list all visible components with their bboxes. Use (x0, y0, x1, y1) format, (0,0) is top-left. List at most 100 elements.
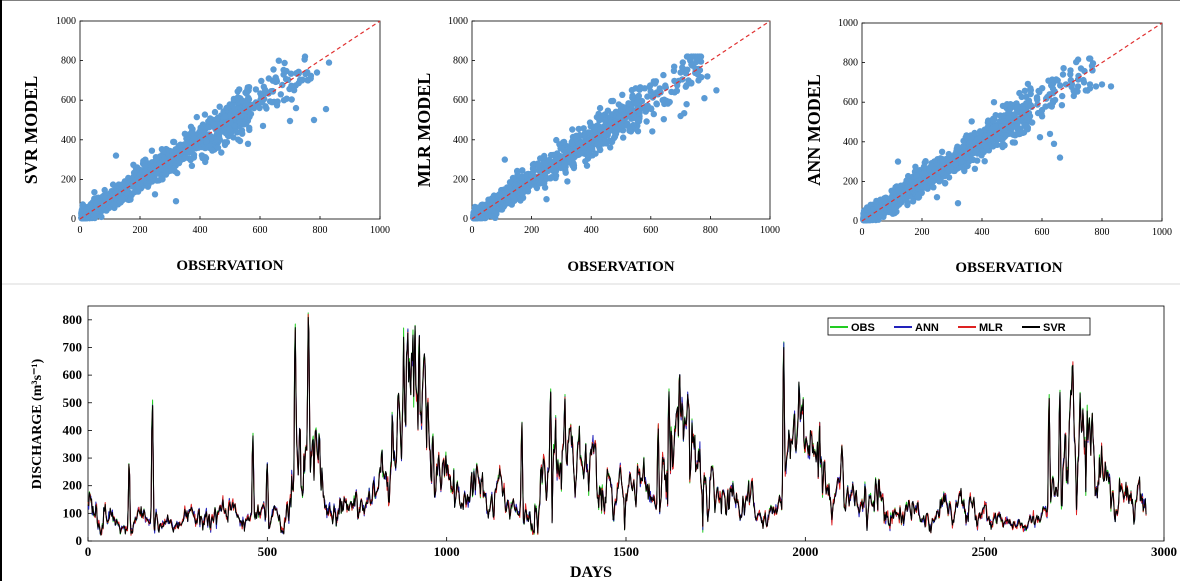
scatter-point (285, 76, 292, 84)
scatter-point (912, 163, 919, 170)
scatter-point (187, 123, 195, 130)
scatter-point (250, 104, 258, 112)
scatter-point (620, 134, 627, 141)
y-axis-label: MLR MODEL (414, 73, 434, 188)
scatter-point (1086, 81, 1094, 88)
scatter-point (646, 83, 653, 91)
scatter-point (562, 152, 569, 159)
scatter-point (252, 86, 260, 93)
scatter-point (238, 127, 246, 134)
scatter-point (933, 194, 941, 201)
timeseries-panel: 0 500 1000 1500 2000 2500 3000 0 100 200 300 400 500… (30, 305, 1177, 581)
scatter-point (202, 154, 209, 161)
x-tick-label: 800 (1095, 227, 1110, 238)
y-tick-label: 1000 (838, 18, 858, 29)
scatter-point (209, 147, 216, 154)
scatter-point (880, 204, 888, 211)
scatter-point (648, 105, 655, 113)
scatter-point (127, 196, 134, 203)
scatter-point (301, 53, 309, 60)
scatter-point (971, 129, 978, 137)
y-tick-label: 200 (843, 176, 858, 187)
scatter-point (120, 181, 128, 188)
scatter-point (993, 141, 1001, 148)
scatter-panel-2: 0 200 400 600 800 1000 0 200 400 600 800 1000 OBSERV… (414, 16, 780, 275)
scatter-point (974, 157, 981, 164)
scatter-point (281, 59, 288, 67)
scatter-point (985, 135, 993, 142)
scatter-point (704, 73, 711, 80)
scatter-point (246, 124, 253, 131)
scatter-point (91, 207, 98, 215)
scatter-point (313, 69, 321, 76)
x-tick-label: 1000 (370, 225, 390, 236)
scatter-point (546, 156, 553, 164)
scatter-point (514, 171, 521, 178)
scatter-point (526, 177, 533, 184)
scatter-point (152, 154, 160, 161)
y-tick-label: 800 (843, 58, 858, 69)
scatter-point (619, 91, 626, 99)
scatter-point (974, 136, 981, 144)
scatter-point (504, 196, 511, 203)
scatter-point (560, 139, 567, 146)
scatter-point (659, 97, 666, 104)
scatter-point (649, 94, 656, 101)
scatter-point (188, 162, 196, 169)
scatter-point (275, 57, 282, 64)
reference-line (79, 20, 381, 220)
scatter-point (101, 186, 108, 194)
scatter-point (259, 122, 267, 130)
x-tick-label: 1000 (760, 225, 780, 236)
scatter-point (644, 93, 651, 100)
scatter-point (939, 155, 946, 163)
scatter-point (1021, 122, 1028, 129)
scatter-point (166, 147, 174, 155)
scatter-point (660, 71, 667, 79)
y-tick-label: 300 (63, 450, 83, 465)
scatter-point (909, 198, 917, 205)
scatter-point (993, 134, 1000, 141)
scatter-point (634, 128, 642, 135)
scatter-point (1049, 76, 1056, 83)
scatter-point (578, 139, 585, 146)
scatter-point (208, 135, 215, 142)
scatter-point (489, 196, 496, 203)
scatter-point (221, 139, 228, 146)
scatter-point (288, 96, 295, 103)
scatter-point (894, 158, 902, 165)
scatter-point (258, 77, 265, 85)
scatter-point (214, 144, 222, 151)
scatter-point (159, 176, 166, 183)
scatter-point (221, 113, 229, 120)
scatter-point (697, 58, 705, 65)
scatter-point (325, 59, 333, 66)
scatter-point (876, 212, 884, 220)
y-tick-label: 0 (463, 214, 468, 225)
y-tick-label: 600 (61, 95, 76, 106)
y-tick-label: 1000 (56, 16, 76, 27)
scatter-point (245, 84, 253, 91)
scatter-point (231, 107, 238, 114)
scatter-point (608, 97, 615, 105)
scatter-point (635, 116, 643, 124)
scatter-point (472, 209, 480, 216)
scatter-point (91, 189, 98, 196)
scatter-point (162, 160, 170, 167)
x-axis-label: OBSERVATION (567, 259, 674, 275)
scatter-point (568, 140, 576, 147)
scatter-point (591, 123, 598, 131)
scatter-point (1008, 124, 1016, 132)
scatter-point (1082, 87, 1090, 94)
scatter-point (868, 215, 875, 222)
scatter-point (913, 172, 920, 179)
scatter-point (596, 115, 604, 122)
scatter-point (635, 92, 642, 100)
scatter-point (240, 121, 248, 128)
scatter-point (211, 108, 219, 116)
scatter-point (566, 147, 573, 155)
scatter-point (660, 116, 667, 123)
scatter-point (604, 107, 612, 114)
scatter-point (292, 82, 299, 89)
